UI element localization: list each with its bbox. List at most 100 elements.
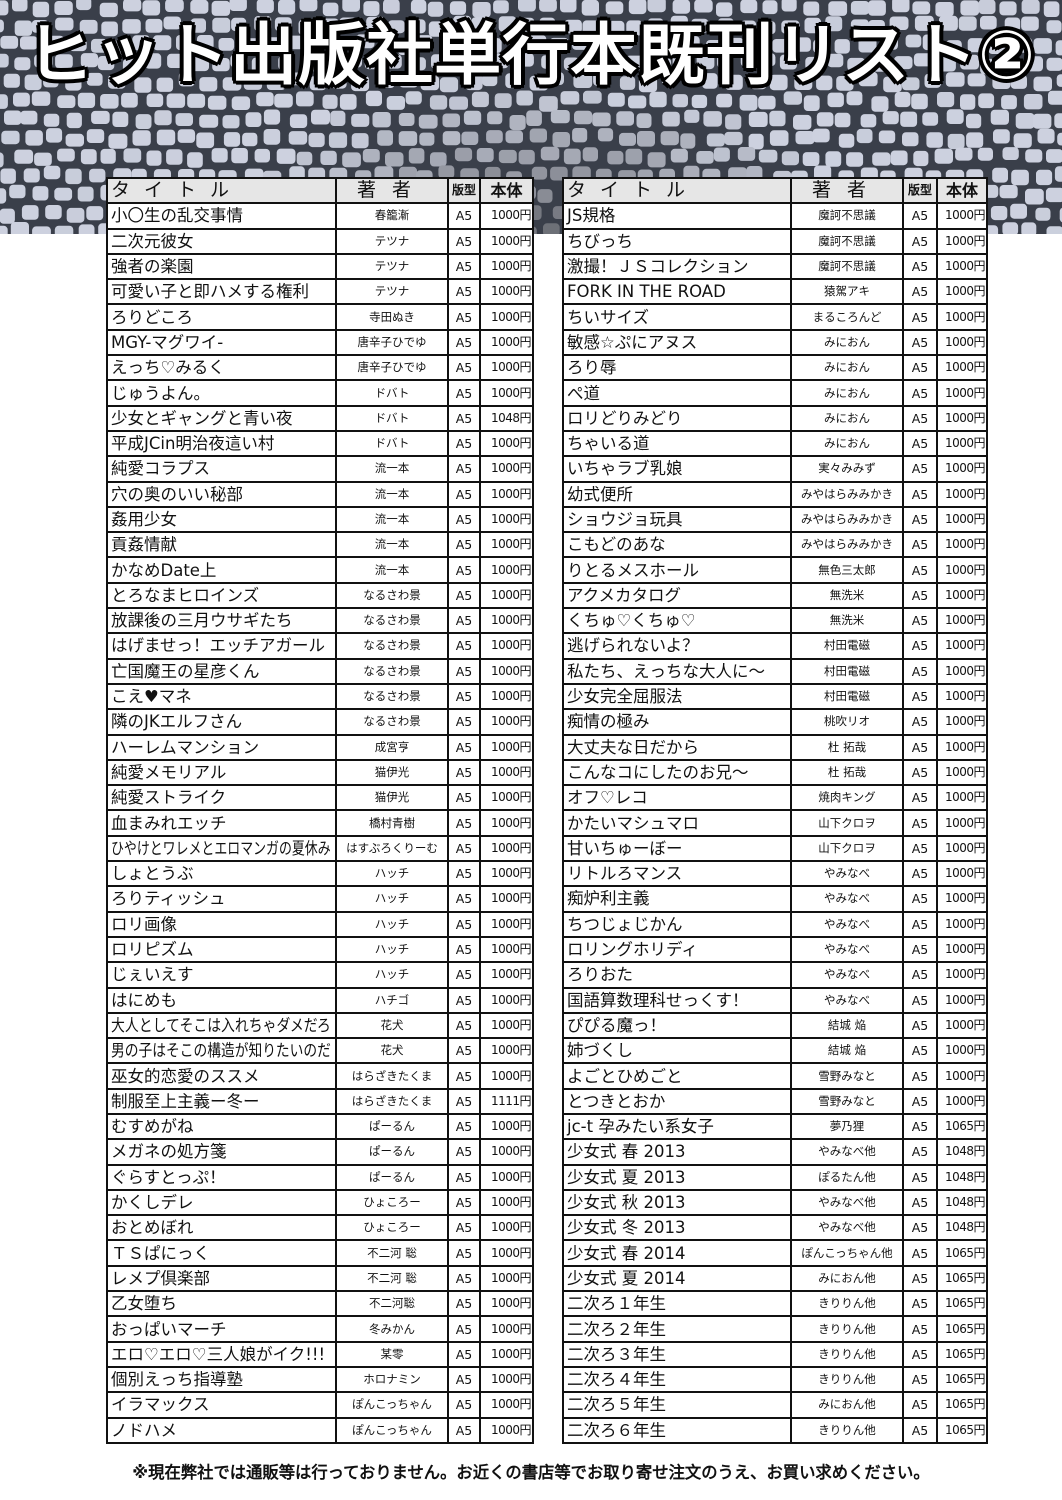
mosaic-tile bbox=[299, 0, 318, 12]
book-format-cell: A5 bbox=[447, 202, 481, 230]
mosaic-tile bbox=[256, 92, 274, 107]
book-title: 私たち、えっちな大人に～ bbox=[567, 661, 765, 681]
book-price-cell: 1000円 bbox=[479, 202, 534, 230]
mosaic-tile bbox=[57, 148, 75, 162]
book-format: A5 bbox=[455, 1346, 473, 1362]
mosaic-tile bbox=[537, 189, 553, 203]
mosaic-tile bbox=[78, 224, 95, 234]
table-row: こもどのあな みやはらみみかき A5 1000円 bbox=[562, 531, 988, 559]
book-format: A5 bbox=[455, 992, 473, 1008]
book-price-cell: 1000円 bbox=[936, 202, 988, 230]
book-title: 姦用少女 bbox=[111, 510, 177, 529]
mosaic-tile bbox=[812, 128, 830, 143]
book-author: ぱーるん bbox=[369, 1144, 415, 1159]
book-format-cell: A5 bbox=[447, 1264, 481, 1293]
mosaic-tile bbox=[32, 1, 50, 18]
mosaic-tile bbox=[362, 149, 380, 163]
book-author-cell: 夢乃狸 bbox=[790, 1112, 904, 1141]
book-author-cell: きりりん他 bbox=[790, 1315, 904, 1343]
book-price: 1000円 bbox=[944, 436, 986, 451]
mosaic-tile bbox=[592, 40, 612, 54]
mosaic-tile bbox=[132, 130, 151, 146]
mosaic-tile bbox=[65, 133, 84, 147]
book-format: A5 bbox=[911, 385, 929, 401]
mosaic-tile bbox=[560, 0, 577, 13]
book-format: A5 bbox=[455, 284, 473, 300]
book-format: A5 bbox=[455, 1397, 473, 1413]
book-format: A5 bbox=[911, 891, 929, 907]
book-title-cell: ろり辱 bbox=[562, 354, 792, 382]
book-price: 1000円 bbox=[944, 613, 986, 628]
table-row: リトルろマンス やみなべ A5 1000円 bbox=[562, 860, 988, 888]
mosaic-tile bbox=[190, 55, 209, 72]
book-author-cell: 魔訶不思議 bbox=[790, 227, 904, 255]
mosaic-tile bbox=[177, 129, 196, 143]
table-row: 二次ろ２年生 きりりん他 A5 1065円 bbox=[562, 1315, 988, 1343]
book-title: リトルろマンス bbox=[567, 864, 683, 884]
mosaic-tile bbox=[882, 111, 899, 125]
mosaic-tile bbox=[802, 152, 820, 166]
book-price: 1000円 bbox=[944, 385, 986, 400]
book-format-cell: A5 bbox=[447, 429, 481, 458]
book-title-cell: 少女式 夏 2014 bbox=[562, 1264, 792, 1293]
mosaic-tile bbox=[846, 152, 864, 167]
book-author-cell: やみなべ bbox=[790, 885, 904, 913]
book-title: レメプ倶楽部 bbox=[111, 1268, 210, 1288]
book-price-cell: 1000円 bbox=[479, 429, 534, 458]
book-price: 1000円 bbox=[490, 1346, 532, 1361]
mosaic-tile bbox=[1021, 222, 1037, 234]
mosaic-tile bbox=[80, 53, 99, 68]
mosaic-tile bbox=[563, 57, 580, 71]
book-format-cell: A5 bbox=[902, 935, 938, 964]
mosaic-tile bbox=[55, 54, 73, 69]
mosaic-tile bbox=[385, 152, 404, 167]
book-author-cell: やみなべ他 bbox=[790, 1138, 904, 1166]
book-format: A5 bbox=[911, 815, 929, 831]
book-price-cell: 1000円 bbox=[479, 1062, 534, 1090]
table-row: 少女式 秋 2013 やみなべ他 A5 1048円 bbox=[562, 1188, 988, 1217]
mosaic-tile bbox=[505, 130, 523, 144]
mosaic-tile bbox=[781, 20, 800, 34]
book-author: 夢乃狸 bbox=[829, 1119, 865, 1134]
mosaic-tile bbox=[691, 94, 708, 108]
book-format-cell: A5 bbox=[902, 607, 938, 635]
book-format-cell: A5 bbox=[447, 354, 481, 382]
mosaic-tile bbox=[945, 40, 962, 56]
book-author: テツナ bbox=[374, 233, 410, 248]
book-price-cell: 1000円 bbox=[479, 1037, 534, 1065]
book-price-cell: 1065円 bbox=[936, 1239, 988, 1267]
book-author: 不二河 聡 bbox=[367, 1245, 417, 1260]
book-price: 1000円 bbox=[944, 916, 986, 931]
book-author-cell: なるさわ景 bbox=[335, 581, 449, 610]
mosaic-tile bbox=[872, 57, 890, 72]
book-price: 1000円 bbox=[944, 410, 986, 425]
book-title: ロリピズム bbox=[111, 940, 194, 960]
book-format: A5 bbox=[911, 1270, 929, 1286]
mosaic-tile bbox=[582, 147, 598, 162]
mosaic-tile bbox=[438, 165, 455, 179]
book-title: オフ♡レコ bbox=[567, 788, 648, 808]
mosaic-tile bbox=[696, 54, 715, 70]
book-author-cell: やみなべ bbox=[790, 860, 904, 888]
book-format-cell: A5 bbox=[447, 1391, 481, 1419]
mosaic-tile bbox=[762, 0, 778, 15]
mosaic-tile bbox=[471, 91, 489, 108]
book-author: 雪野みなと bbox=[818, 1068, 876, 1083]
mosaic-tile bbox=[988, 39, 1006, 54]
book-author: なるさわ景 bbox=[363, 689, 421, 704]
mosaic-tile bbox=[199, 114, 219, 128]
mosaic-tile bbox=[100, 148, 116, 164]
mosaic-tile bbox=[339, 17, 357, 32]
book-author: ぱーるん bbox=[369, 1119, 415, 1134]
book-price: 1048円 bbox=[944, 1220, 986, 1235]
book-price: 1000円 bbox=[944, 815, 986, 830]
mosaic-tile bbox=[343, 53, 362, 68]
book-author: 結城 焔 bbox=[827, 1017, 867, 1032]
table-row: りとるメスホール 無色三太郎 A5 1000円 bbox=[562, 556, 988, 584]
book-author-cell: みにおん bbox=[790, 354, 904, 382]
book-price-cell: 1000円 bbox=[479, 480, 534, 508]
book-author: ハッチ bbox=[374, 866, 410, 881]
book-price: 1065円 bbox=[944, 1296, 986, 1311]
book-author: まるころんど bbox=[812, 309, 882, 324]
book-author: ぱーるん bbox=[369, 1169, 415, 1184]
